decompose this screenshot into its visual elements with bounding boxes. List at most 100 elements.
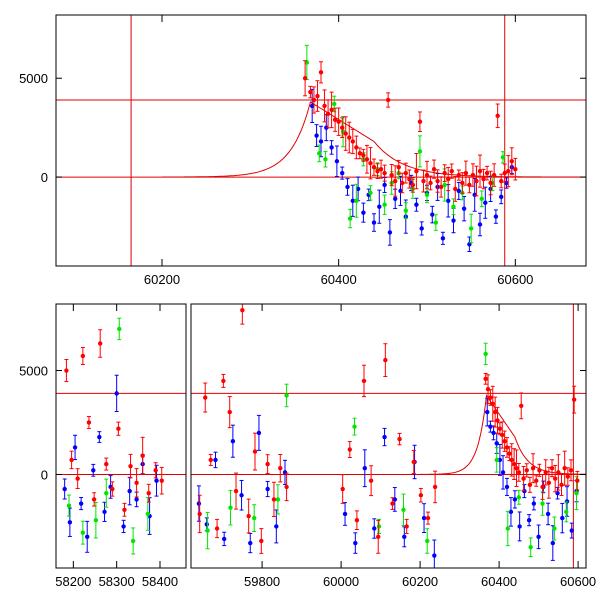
bottom-data-point: [376, 534, 381, 540]
top-data-point: [332, 101, 337, 107]
bottom-data-point: [278, 466, 283, 471]
bottom-x-tick-label: 59800: [244, 574, 280, 589]
top-data-point: [302, 76, 308, 81]
top-data-point: [393, 178, 398, 184]
top-data-point: [414, 168, 419, 174]
bottom-data-point: [509, 457, 514, 463]
bottom-data-point: [265, 461, 270, 467]
bottom-data-point: [545, 511, 551, 517]
bottom-data-point: [342, 511, 348, 517]
bottom-data-point: [432, 553, 437, 558]
bottom-data-point: [275, 497, 281, 502]
bottom-data-point: [271, 497, 277, 502]
bottom-data-point: [153, 468, 158, 473]
bottom-data-point: [102, 509, 107, 515]
top-data-point: [470, 172, 476, 178]
top-data-point: [438, 184, 444, 190]
top-data-point: [446, 176, 451, 182]
bottom-data-point: [230, 438, 236, 444]
bottom-data-point: [227, 409, 232, 415]
top-data-point: [477, 222, 483, 227]
bottom-data-point: [128, 463, 133, 469]
bottom-data-point: [552, 476, 558, 481]
top-data-point: [354, 198, 359, 203]
bottom-data-point: [402, 534, 407, 540]
bottom-data-point: [69, 457, 74, 463]
top-data-point: [495, 113, 500, 118]
top-data-point: [371, 220, 377, 225]
top-data-point: [483, 200, 488, 205]
bottom-data-point: [265, 486, 270, 492]
bottom-data-point: [492, 409, 498, 415]
bottom-data-point: [534, 478, 539, 483]
top-data-point: [377, 204, 382, 209]
bottom-data-point: [214, 526, 220, 531]
top-data-point: [440, 236, 446, 241]
bottom-data-point: [491, 430, 496, 436]
top-data-point: [493, 214, 499, 219]
bottom-data-point: [372, 526, 377, 531]
top-data-point: [368, 161, 373, 166]
bottom-data-point: [540, 501, 545, 506]
top-data-point: [449, 168, 454, 174]
bottom-data-point: [246, 513, 251, 519]
bottom-data-point: [240, 308, 245, 313]
bottom-data-point: [67, 520, 73, 525]
top-data-point: [477, 168, 483, 174]
top-data-point: [428, 180, 433, 186]
bottom-data-point: [485, 409, 490, 415]
bottom-data-point: [392, 497, 398, 502]
top-data-point: [382, 182, 387, 188]
top-data-point: [500, 155, 506, 160]
bottom-data-point: [504, 484, 510, 490]
top-data-point: [424, 192, 430, 198]
bottom-data-point: [485, 387, 491, 392]
bottom-data-point: [546, 480, 552, 485]
bottom-data-point: [75, 476, 80, 481]
bottom-data-point: [91, 468, 96, 473]
bottom-data-point: [284, 484, 289, 490]
bottom-data-point: [530, 466, 536, 471]
bottom-data-point: [571, 397, 577, 402]
top-data-point: [389, 172, 394, 178]
top-data-point: [318, 139, 324, 144]
bottom-data-point: [497, 426, 503, 431]
bottom-segment-1-plot-area: [56, 317, 186, 555]
bottom-data-point: [517, 524, 522, 529]
top-data-point: [513, 166, 518, 172]
top-data-point: [304, 60, 310, 65]
top-data-point: [350, 198, 355, 203]
top-x-tick-label: 60600: [497, 272, 533, 287]
top-data-point: [453, 186, 458, 192]
bottom-data-point: [488, 395, 493, 400]
bottom-data-point: [233, 488, 239, 494]
top-data-point: [467, 182, 472, 188]
bottom-data-point: [93, 517, 99, 523]
bottom-data-point: [390, 501, 395, 506]
bottom-data-point: [85, 534, 90, 540]
bottom-data-point: [516, 470, 522, 475]
bottom-data-point: [134, 497, 139, 502]
bottom-data-point: [239, 493, 244, 498]
bottom-data-point: [504, 445, 510, 450]
bottom-data-point: [526, 517, 532, 523]
bottom-data-point: [540, 484, 545, 490]
bottom-data-point: [208, 457, 213, 463]
bottom-data-point: [397, 436, 402, 442]
bottom-data-point: [80, 353, 86, 359]
bottom-data-point: [514, 466, 519, 471]
bottom-data-point: [110, 486, 115, 492]
bottom-data-point: [284, 393, 289, 398]
bottom-x-tick-label: 60200: [402, 574, 438, 589]
top-data-point: [407, 176, 412, 182]
top-data-point: [417, 119, 423, 124]
top-data-point: [400, 180, 405, 186]
top-data-point: [398, 188, 403, 194]
bottom-x-tick-label: 58400: [142, 574, 178, 589]
bottom-data-point: [64, 368, 69, 373]
top-data-point: [345, 184, 350, 190]
bottom-data-point: [221, 378, 226, 384]
bottom-data-point: [104, 490, 109, 496]
bottom-data-point: [512, 497, 518, 502]
bottom-data-point: [66, 503, 72, 508]
